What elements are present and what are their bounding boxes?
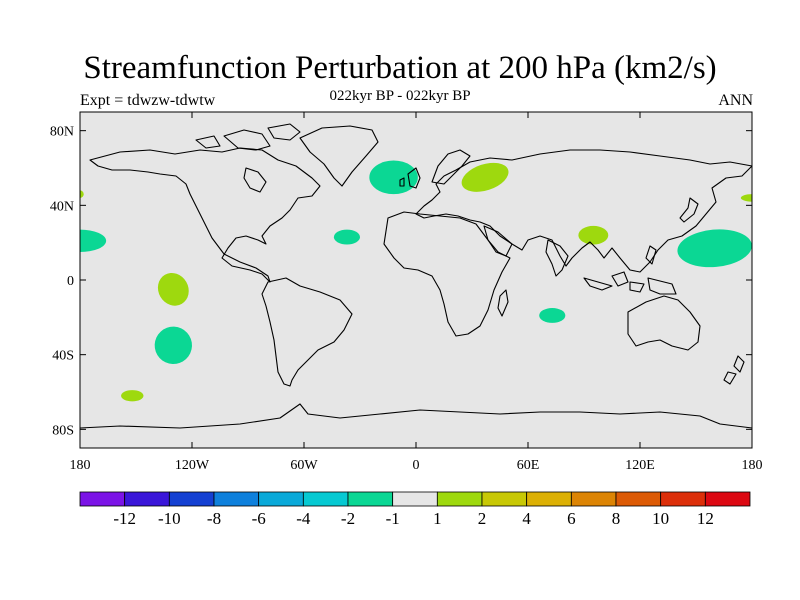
colorbar-swatch xyxy=(302,491,349,507)
anomaly-south-asia-positive xyxy=(578,225,609,245)
lon-tick-label: 120W xyxy=(175,458,210,473)
colorbar-label: 6 xyxy=(567,509,576,528)
coastline-india xyxy=(545,239,569,277)
colorbar-label: 10 xyxy=(652,509,669,528)
coastline-arctic-islands xyxy=(195,123,301,151)
anomaly-east-pacific-negative xyxy=(80,229,107,252)
anomaly-atlantic-edge-positive xyxy=(80,190,84,198)
colorbar-label: -2 xyxy=(341,509,355,528)
coastline-north-america xyxy=(89,147,321,283)
lat-tick-label: 40S xyxy=(52,349,74,364)
colorbar-swatch xyxy=(392,491,438,507)
anomaly-indian-ocean-negative xyxy=(539,308,566,323)
colorbar-swatch xyxy=(570,491,617,507)
colorbar-label: 1 xyxy=(433,509,442,528)
lon-tick-label: 180 xyxy=(70,458,91,473)
colorbar-label: 2 xyxy=(478,509,487,528)
colorbar-label: -10 xyxy=(158,509,181,528)
anomaly-europe-positive xyxy=(461,162,509,192)
season-label: ANN xyxy=(718,92,753,109)
colorbar-swatch xyxy=(481,491,528,507)
coastline-antarctica xyxy=(79,403,753,429)
coastline-scandinavia xyxy=(431,149,471,185)
colorbar-swatch xyxy=(347,491,394,507)
anomaly-subtropical-atlantic-negative xyxy=(333,229,360,245)
colorbar-label: -8 xyxy=(207,509,221,528)
coastline-madagascar xyxy=(497,289,509,317)
colorbar-label: -12 xyxy=(113,509,136,528)
anomaly-south-pacific-negative xyxy=(154,326,192,365)
anomaly-tropical-pacific-positive xyxy=(157,272,189,306)
lat-tick-label: 80N xyxy=(50,125,74,140)
lat-tick-label: 0 xyxy=(67,274,74,289)
lon-tick-label: 120E xyxy=(625,458,655,473)
colorbar-label: -6 xyxy=(252,509,266,528)
colorbar-swatch xyxy=(258,491,304,507)
lon-tick-label: 180 xyxy=(742,458,763,473)
colorbar-swatch xyxy=(213,491,260,507)
colorbar-label: -4 xyxy=(296,509,311,528)
coastline-australia xyxy=(627,295,701,351)
coastline-japan xyxy=(679,197,699,223)
lat-tick-label: 80S xyxy=(52,423,74,438)
anomaly-southern-ocean-positive xyxy=(121,390,144,402)
coastline-africa xyxy=(383,211,511,337)
coastline-south-america xyxy=(261,277,353,387)
experiment-label: Expt = tdwzw-tdwtw xyxy=(80,92,216,109)
coastline-greenland xyxy=(299,125,379,187)
colorbar-swatch xyxy=(704,491,751,507)
coastline-hudson-bay xyxy=(243,167,267,193)
colorbar-swatch xyxy=(79,491,126,507)
coastline-indonesia xyxy=(583,271,677,295)
colorbar-swatch xyxy=(526,491,572,507)
colorbar-swatch xyxy=(124,491,170,507)
coastline-philippines xyxy=(645,245,657,265)
colorbar-label: 8 xyxy=(612,509,621,528)
anomaly-west-pacific-negative xyxy=(677,229,752,268)
anomaly-layer xyxy=(80,160,752,402)
colorbar-label: 12 xyxy=(697,509,714,528)
colorbar-swatch xyxy=(168,491,215,507)
lon-tick-label: 0 xyxy=(413,458,420,473)
anomaly-north-pacific-edge-positive xyxy=(740,194,752,202)
colorbar-swatch xyxy=(615,491,662,507)
colorbar-swatch xyxy=(660,491,706,507)
lat-tick-label: 40N xyxy=(50,199,74,214)
axis-labels: 180 120W 60W 0 60E 120E 180 80N 40N 0 40S 80S xyxy=(50,125,763,473)
lon-tick-label: 60W xyxy=(290,458,318,473)
coastline-arabia xyxy=(483,225,513,257)
colorbar: -12 -10 -8 -6 -4 -2 -1 1 2 4 6 8 10 12 xyxy=(79,491,751,528)
lon-tick-label: 60E xyxy=(517,458,540,473)
chart-title: Streamfunction Perturbation at 200 hPa (… xyxy=(83,50,717,86)
anomaly-north-atlantic-negative xyxy=(369,160,418,195)
period-label: 022kyr BP - 022kyr BP xyxy=(329,88,471,104)
colorbar-label: -1 xyxy=(386,509,400,528)
coastline-layer xyxy=(79,123,753,429)
colorbar-label: 4 xyxy=(522,509,531,528)
coastline-new-zealand xyxy=(723,355,745,385)
axis-ticks xyxy=(79,112,753,448)
coastline-british-isles xyxy=(399,167,421,189)
colorbar-swatch xyxy=(436,491,483,507)
